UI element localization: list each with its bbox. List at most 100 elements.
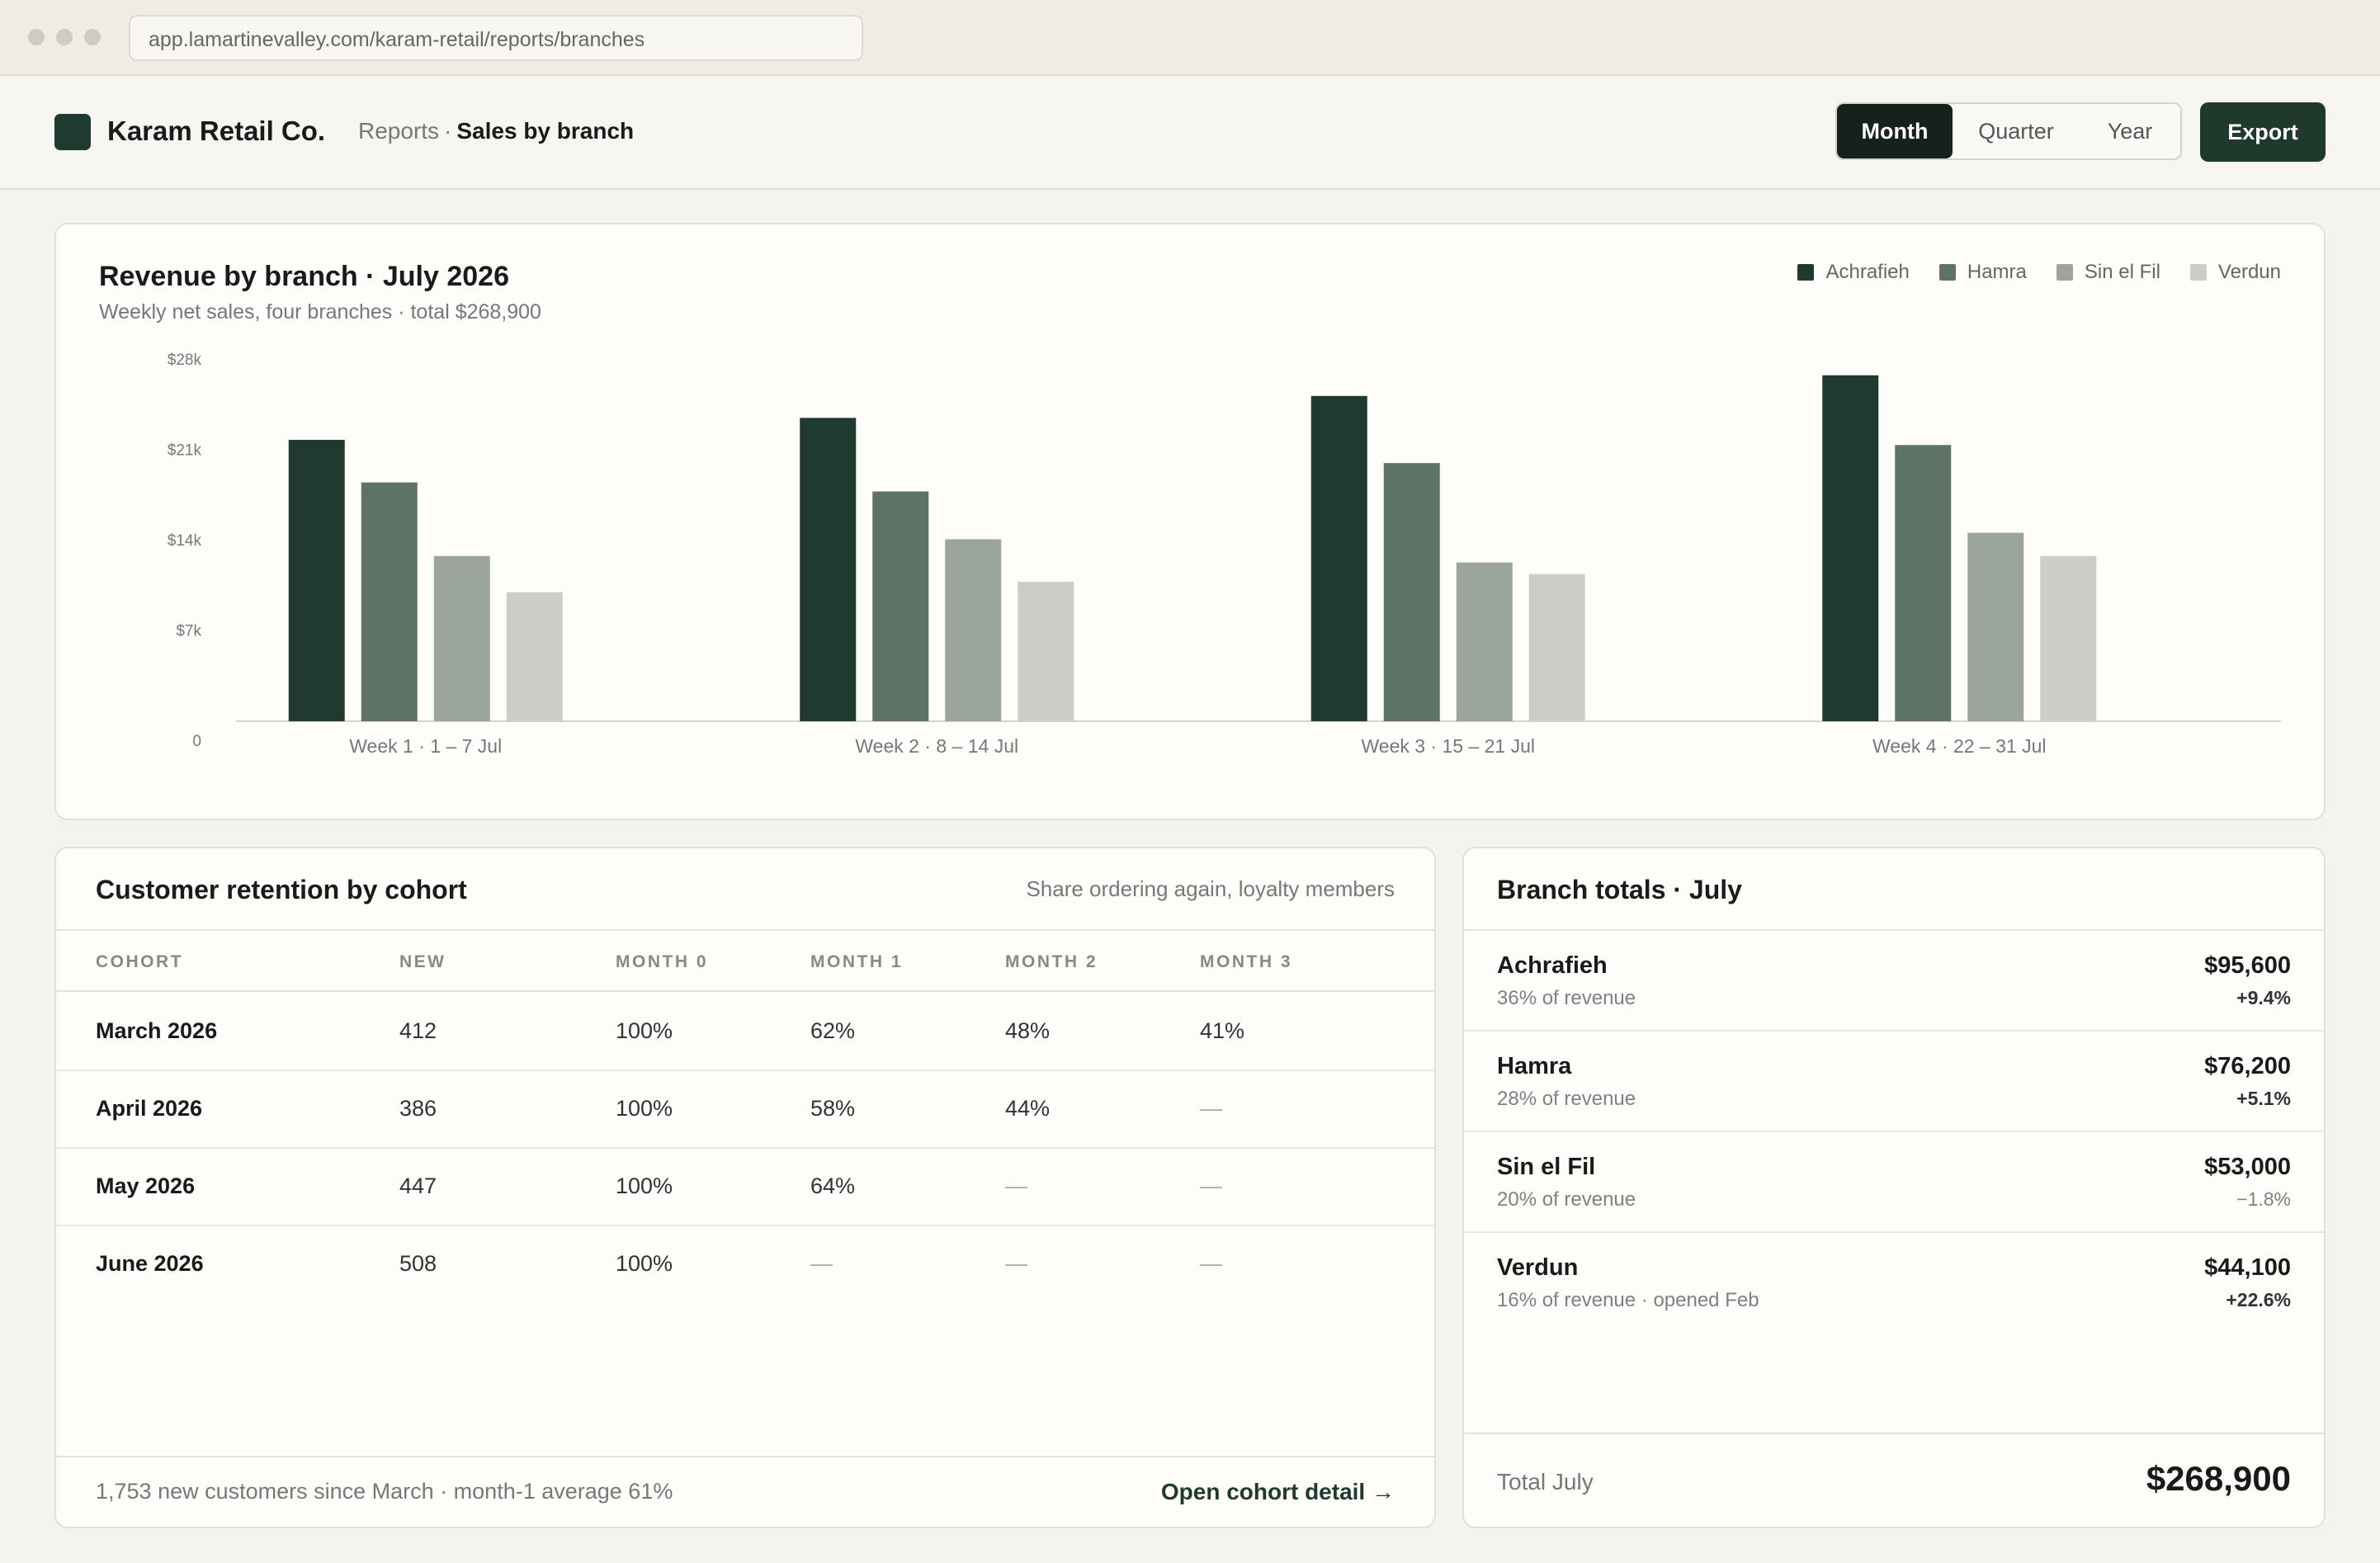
export-button[interactable]: Export — [2200, 102, 2326, 162]
branch-name: Achrafieh — [1497, 952, 1608, 979]
bar-sin-el-fil — [433, 555, 490, 721]
bar-hamra — [1383, 463, 1440, 721]
cohort-note: Share ordering again, loyalty members — [1026, 876, 1395, 901]
branch-share: 20% of revenue — [1497, 1188, 1636, 1211]
table-row[interactable]: May 2026 447 100% 64% — — — [56, 1149, 1434, 1226]
cohort-title: Customer retention by cohort — [96, 875, 467, 904]
cohort-cell: April 2026 — [96, 1096, 203, 1121]
table-row[interactable]: April 2026 386 100% 58% 44% — — [56, 1071, 1434, 1149]
month2-cell: 44% — [1005, 1096, 1051, 1121]
cohort-table-header: COHORT NEW MONTH 0 MONTH 1 MONTH 2 MONTH… — [56, 931, 1434, 992]
period-quarter-button[interactable]: Quarter — [1978, 118, 2054, 144]
bar-sin-el-fil — [945, 539, 1002, 721]
month3-cell: 41% — [1200, 1018, 1245, 1043]
month2-cell: — — [1005, 1251, 1027, 1276]
period-year-button[interactable]: Year — [2107, 118, 2153, 144]
legend-item-verdun: Verdun — [2189, 261, 2281, 284]
x-tick-label: Week 3 · 15 – 21 Jul — [1361, 735, 1535, 757]
legend-item-hamra: Hamra — [1938, 261, 2027, 284]
chart-legend: Achrafieh Hamra Sin el Fil Verdun — [1797, 261, 2281, 284]
legend-swatch — [1938, 264, 1956, 281]
legend-label: Achrafieh — [1825, 261, 1910, 283]
branch-name: Sin el Fil — [1497, 1154, 1596, 1180]
period-toggle: Month Quarter Year — [1835, 102, 2182, 160]
totals-title: Branch totals · July — [1497, 875, 1742, 904]
y-tick-label: $14k — [168, 532, 202, 550]
new-cell: 412 — [399, 1018, 437, 1043]
new-cell: 508 — [399, 1251, 437, 1276]
branch-totals-card: Branch totals · July Achrafieh 36% of re… — [1462, 847, 2326, 1528]
branch-change: +9.4% — [2236, 987, 2291, 1008]
branch-row[interactable]: Achrafieh 36% of revenue $95,600 +9.4% — [1464, 931, 2324, 1032]
branch-share: 16% of revenue · opened Feb — [1497, 1289, 1759, 1311]
address-bar[interactable]: app.lamartinevalley.com/karam-retail/rep… — [129, 15, 863, 61]
month1-cell: — — [810, 1251, 833, 1276]
breadcrumb-current: Sales by branch — [456, 118, 635, 144]
bar-verdun — [1018, 582, 1074, 721]
branch-name: Hamra — [1497, 1053, 1572, 1079]
table-row[interactable]: March 2026 412 100% 62% 48% 41% — [56, 994, 1434, 1071]
column-header: COHORT — [96, 952, 183, 971]
branch-change: +5.1% — [2236, 1088, 2291, 1109]
company-logo — [54, 114, 91, 150]
branch-amount: $44,100 — [2204, 1254, 2291, 1281]
breadcrumb-reports[interactable]: Reports — [358, 118, 440, 144]
bar-achrafieh — [288, 439, 345, 721]
totals-footer: Total July $268,900 — [1464, 1433, 2324, 1527]
bar-achrafieh — [800, 418, 857, 721]
window-maximize-dot[interactable] — [84, 29, 101, 45]
legend-label: Sin el Fil — [2084, 261, 2160, 283]
open-cohort-detail-link[interactable]: Open cohort detail → — [1160, 1479, 1395, 1504]
cohort-cell: March 2026 — [96, 1018, 218, 1043]
bar-hamra — [361, 482, 418, 721]
month2-cell: — — [1005, 1173, 1027, 1198]
month1-cell: 62% — [810, 1018, 856, 1043]
legend-item-sin-el-fil: Sin el Fil — [2056, 261, 2160, 284]
period-month-button[interactable]: Month — [1837, 104, 1953, 158]
month0-cell: 100% — [616, 1173, 673, 1198]
table-row[interactable]: June 2026 508 100% — — — — [56, 1226, 1434, 1304]
branch-row[interactable]: Hamra 28% of revenue $76,200 +5.1% — [1464, 1032, 2324, 1132]
window-close-dot[interactable] — [28, 29, 45, 45]
app-header: Karam Retail Co. Reports · Sales by branch… — [0, 76, 2380, 190]
bar-hamra — [1895, 445, 1952, 721]
cohort-summary: 1,753 new customers since March · month-… — [96, 1479, 673, 1504]
x-tick-label: Week 2 · 8 – 14 Jul — [855, 735, 1018, 757]
branch-name: Verdun — [1497, 1254, 1579, 1281]
y-tick-label: 0 — [192, 733, 201, 750]
revenue-chart: 0 $7k $14k $21k $28k Week 1 · 1 – 7 Jul Week 2… — [168, 352, 2281, 757]
browser-chrome: app.lamartinevalley.com/karam-retail/rep… — [0, 0, 2380, 76]
x-tick-label: Week 1 · 1 – 7 Jul — [349, 735, 502, 757]
column-header: MONTH 2 — [1005, 952, 1098, 971]
y-tick-label: $7k — [176, 623, 201, 640]
month0-cell: 100% — [616, 1096, 673, 1121]
branch-change: +22.6% — [2226, 1289, 2291, 1310]
breadcrumb: Reports · Sales by branch — [358, 118, 634, 144]
legend-label: Verdun — [2217, 261, 2281, 283]
legend-swatch — [2056, 264, 2073, 281]
month3-cell: — — [1200, 1251, 1222, 1276]
window-minimize-dot[interactable] — [56, 29, 73, 45]
company-name: Karam Retail Co. — [107, 116, 326, 146]
bar-verdun — [506, 592, 563, 721]
chart-title: Revenue by branch · July 2026 — [99, 261, 509, 292]
revenue-chart-card: 0 $7k $14k $21k $28k Week 1 · 1 – 7 Jul Week 2… — [54, 223, 2326, 820]
month3-cell: — — [1200, 1173, 1222, 1198]
y-tick-label: $28k — [168, 352, 202, 369]
new-cell: 447 — [399, 1173, 437, 1198]
bar-verdun — [1528, 574, 1585, 721]
breadcrumb-separator: · — [444, 118, 452, 144]
branch-share: 28% of revenue — [1497, 1088, 1636, 1110]
branch-row[interactable]: Sin el Fil 20% of revenue $53,000 −1.8% — [1464, 1132, 2324, 1233]
column-header: MONTH 0 — [616, 952, 708, 971]
cohort-header: Customer retention by cohort Share order… — [56, 848, 1434, 931]
cohort-cell: May 2026 — [96, 1173, 196, 1198]
total-label: Total July — [1497, 1469, 1594, 1495]
bar-verdun — [2040, 555, 2097, 721]
bar-sin-el-fil — [1967, 532, 2024, 721]
branch-row[interactable]: Verdun 16% of revenue · opened Feb $44,1… — [1464, 1233, 2324, 1334]
branch-change: −1.8% — [2236, 1188, 2291, 1210]
month1-cell: 58% — [810, 1096, 856, 1121]
cohort-retention-card: Customer retention by cohort Share order… — [54, 847, 1436, 1528]
bar-sin-el-fil — [1456, 562, 1513, 721]
